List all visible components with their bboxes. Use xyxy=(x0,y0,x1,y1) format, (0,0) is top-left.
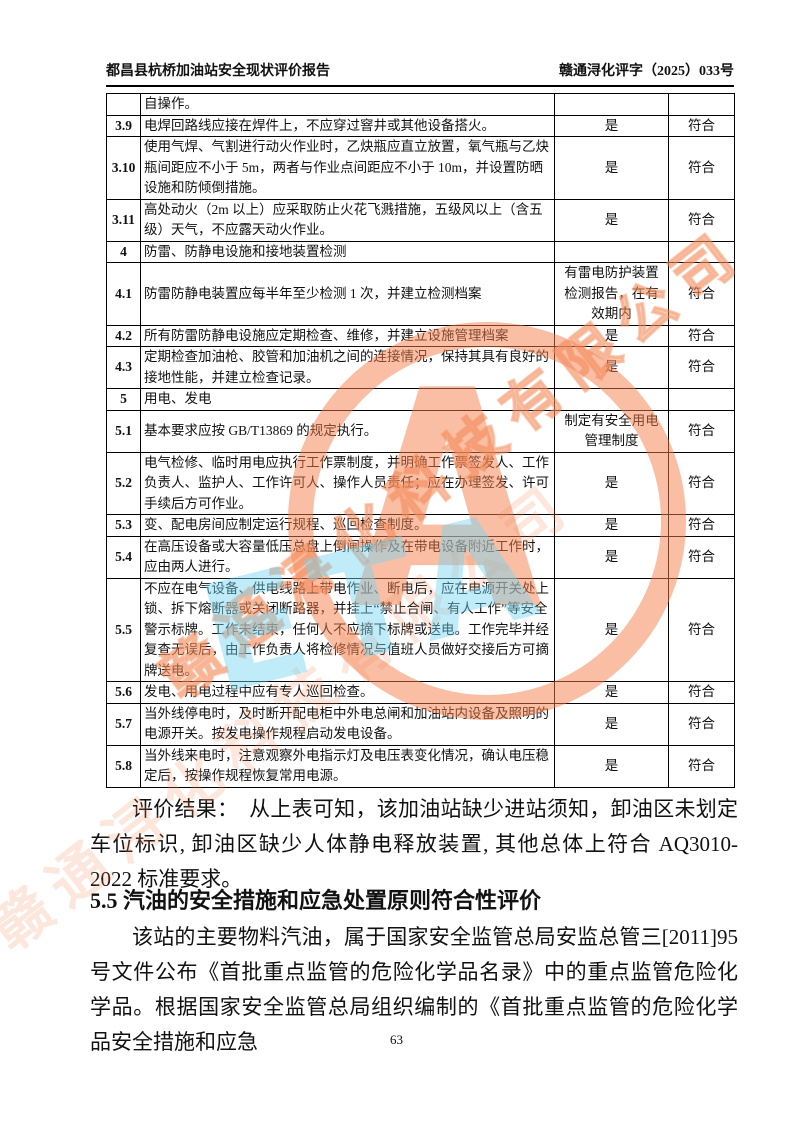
table-row: 5.1 基本要求应按 GB/T13869 的规定执行。 制定有安全用电管理制度 … xyxy=(106,409,735,453)
row-status: 是 xyxy=(554,514,669,537)
row-status: 是 xyxy=(554,346,669,389)
row-number: 5 xyxy=(106,388,141,411)
row-description: 在高压设备或大容量低压总盘上倒闸操作及在带电设备附近工作时，应由两人进行。 xyxy=(140,535,555,579)
row-number: 5.1 xyxy=(106,409,141,453)
row-description: 当外线来电时，注意观察外电指示灯及电压表变化情况，确认电压稳定后，按操作规程恢复… xyxy=(140,744,555,788)
section-intro-paragraph: 该站的主要物料汽油，属于国家安全监管总局安监总管三[2011]95 号文件公布《… xyxy=(90,925,738,1054)
row-status: 是 xyxy=(554,702,669,746)
table-row: 3.10 使用气焊、气割进行动火作业时，乙炔瓶应直立放置，氧气瓶与乙炔瓶间距应不… xyxy=(106,136,735,200)
row-number: 4 xyxy=(106,240,141,263)
row-description: 电焊回路线应接在焊件上，不应穿过窨井或其他设备搭火。 xyxy=(140,114,555,137)
row-description: 电气检修、临时用电应执行工作票制度，并明确工作票签发人、工作负责人、监护人、工作… xyxy=(140,451,555,515)
table-row: 5.7 当外线停电时，及时断开配电柜中外电总闸和加油站内设备及照明的电源开关。按… xyxy=(106,702,735,746)
row-description: 防雷防静电装置应每半年至少检测 1 次，并建立检测档案 xyxy=(140,262,555,326)
row-result: 符合 xyxy=(668,535,735,579)
page-header: 都昌县杭桥加油站安全现状评价报告 赣通浔化评字（2025）033号 xyxy=(106,60,734,87)
row-description: 防雷、防静电设施和接地装置检测 xyxy=(140,240,555,263)
row-number: 5.2 xyxy=(106,451,141,515)
row-status xyxy=(554,388,669,411)
row-number: 3.9 xyxy=(106,114,141,137)
table-wrapper: 自操作。 3.9 电焊回路线应接在焊件上，不应穿过窨井或其他设备搭火。 是 符合… xyxy=(106,93,735,788)
row-result xyxy=(668,93,735,116)
row-description: 使用气焊、气割进行动火作业时，乙炔瓶应直立放置，氧气瓶与乙炔瓶间距应不小于 5m… xyxy=(140,136,555,200)
header-document-number: 赣通浔化评字（2025）033号 xyxy=(559,64,734,79)
row-description: 变、配电房间应制定运行规程、巡回检查制度。 xyxy=(140,514,555,537)
table-row: 5.6 发电、用电过程中应有专人巡回检查。 是 符合 xyxy=(106,681,735,704)
row-status: 是 xyxy=(554,535,669,579)
row-number: 4.3 xyxy=(106,346,141,389)
table-row: 4.2 所有防雷防静电设施应定期检查、维修，并建立设施管理档案 是 符合 xyxy=(106,324,735,347)
row-number: 5.6 xyxy=(106,681,141,704)
row-status: 是 xyxy=(554,451,669,515)
section-heading: 5.5 汽油的安全措施和应急处置原则符合性评价 xyxy=(90,888,542,913)
row-result: 符合 xyxy=(668,409,735,453)
evaluation-result-block: 评价结果： 从上表可知，该加油站缺少进站须知，卸油区未划定车位标识, 卸油区缺少… xyxy=(90,792,738,897)
row-description: 发电、用电过程中应有专人巡回检查。 xyxy=(140,681,555,704)
row-description: 所有防雷防静电设施应定期检查、维修，并建立设施管理档案 xyxy=(140,324,555,347)
row-number: 5.7 xyxy=(106,702,141,746)
evaluation-result-paragraph: 评价结果： 从上表可知，该加油站缺少进站须知，卸油区未划定车位标识, 卸油区缺少… xyxy=(90,797,738,891)
row-number: 5.4 xyxy=(106,535,141,579)
row-result: 符合 xyxy=(668,198,735,242)
row-result xyxy=(668,240,735,263)
row-result: 符合 xyxy=(668,114,735,137)
row-status: 是 xyxy=(554,681,669,704)
row-result: 符合 xyxy=(668,346,735,389)
table-row: 5.5 不应在电气设备、供电线路上带电作业、断电后，应在电源开关处上锁、拆下熔断… xyxy=(106,577,735,682)
section-intro-block: 该站的主要物料汽油，属于国家安全监管总局安监总管三[2011]95 号文件公布《… xyxy=(90,920,738,1060)
table-row: 5.3 变、配电房间应制定运行规程、巡回检查制度。 是 符合 xyxy=(106,514,735,537)
row-status xyxy=(554,93,669,116)
row-status: 是 xyxy=(554,198,669,242)
table-row: 4 防雷、防静电设施和接地装置检测 xyxy=(106,240,735,263)
table-row: 自操作。 xyxy=(106,93,735,116)
table-row: 5 用电、发电 xyxy=(106,388,735,411)
row-number: 5.3 xyxy=(106,514,141,537)
row-description: 不应在电气设备、供电线路上带电作业、断电后，应在电源开关处上锁、拆下熔断器或关闭… xyxy=(140,577,555,682)
row-description: 高处动火（2m 以上）应采取防止火花飞溅措施，五级风以上（含五级）天气，不应露天… xyxy=(140,198,555,242)
table-row: 3.9 电焊回路线应接在焊件上，不应穿过窨井或其他设备搭火。 是 符合 xyxy=(106,114,735,137)
row-result xyxy=(668,388,735,411)
table-row: 5.4 在高压设备或大容量低压总盘上倒闸操作及在带电设备附近工作时，应由两人进行… xyxy=(106,535,735,579)
header-report-title: 都昌县杭桥加油站安全现状评价报告 xyxy=(106,64,330,79)
row-number: 5.8 xyxy=(106,744,141,788)
row-status: 是 xyxy=(554,136,669,200)
row-number: 5.5 xyxy=(106,577,141,682)
row-result: 符合 xyxy=(668,324,735,347)
compliance-table: 自操作。 3.9 电焊回路线应接在焊件上，不应穿过窨井或其他设备搭火。 是 符合… xyxy=(106,93,735,788)
page-number: 63 xyxy=(390,1032,403,1047)
row-description: 用电、发电 xyxy=(140,388,555,411)
table-row: 4.3 定期检查加油枪、胶管和加油机之间的连接情况，保持其具有良好的接地性能，并… xyxy=(106,346,735,389)
row-status: 是 xyxy=(554,744,669,788)
row-status xyxy=(554,240,669,263)
row-description: 当外线停电时，及时断开配电柜中外电总闸和加油站内设备及照明的电源开关。按发电操作… xyxy=(140,702,555,746)
row-number xyxy=(106,93,141,116)
row-status: 制定有安全用电管理制度 xyxy=(554,409,669,453)
row-result: 符合 xyxy=(668,136,735,200)
row-description: 自操作。 xyxy=(140,93,555,116)
row-result: 符合 xyxy=(668,451,735,515)
row-result: 符合 xyxy=(668,744,735,788)
table-row: 3.11 高处动火（2m 以上）应采取防止火花飞溅措施，五级风以上（含五级）天气… xyxy=(106,198,735,242)
row-number: 4.2 xyxy=(106,324,141,347)
row-result: 符合 xyxy=(668,681,735,704)
row-status: 有雷电防护装置检测报告，在有效期内 xyxy=(554,262,669,326)
row-number: 3.11 xyxy=(106,198,141,242)
table-row: 5.8 当外线来电时，注意观察外电指示灯及电压表变化情况，确认电压稳定后，按操作… xyxy=(106,744,735,788)
table-row: 5.2 电气检修、临时用电应执行工作票制度，并明确工作票签发人、工作负责人、监护… xyxy=(106,451,735,515)
table-row: 4.1 防雷防静电装置应每半年至少检测 1 次，并建立检测档案 有雷电防护装置检… xyxy=(106,262,735,326)
row-status: 是 xyxy=(554,577,669,682)
row-result: 符合 xyxy=(668,514,735,537)
row-result: 符合 xyxy=(668,577,735,682)
row-status: 是 xyxy=(554,324,669,347)
row-result: 符合 xyxy=(668,702,735,746)
row-description: 基本要求应按 GB/T13869 的规定执行。 xyxy=(140,409,555,453)
row-number: 4.1 xyxy=(106,262,141,326)
row-status: 是 xyxy=(554,114,669,137)
row-result: 符合 xyxy=(668,262,735,326)
row-number: 3.10 xyxy=(106,136,141,200)
row-description: 定期检查加油枪、胶管和加油机之间的连接情况，保持其具有良好的接地性能，并建立检查… xyxy=(140,346,555,389)
